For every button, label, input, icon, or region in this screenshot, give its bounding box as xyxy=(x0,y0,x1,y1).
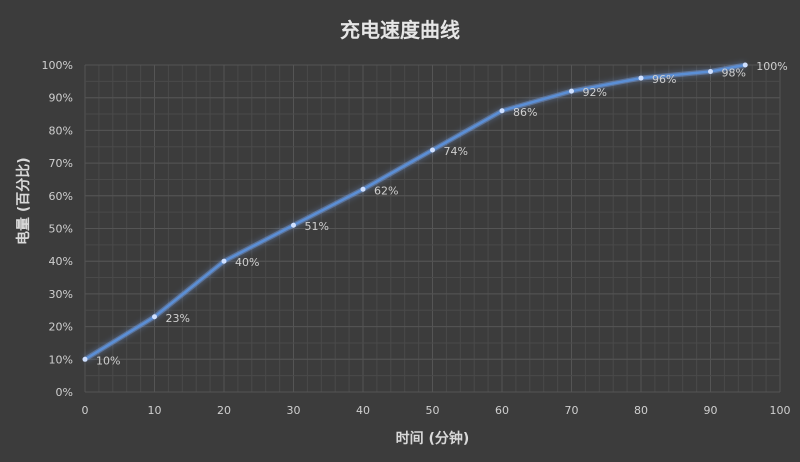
data-point xyxy=(430,147,435,153)
data-point xyxy=(360,186,366,192)
x-tick-label: 90 xyxy=(704,404,718,417)
x-tick-label: 30 xyxy=(287,404,301,417)
x-tick-label: 10 xyxy=(148,404,162,417)
y-tick-label: 30% xyxy=(49,288,73,301)
y-tick-label: 10% xyxy=(49,353,73,366)
y-tick-label: 60% xyxy=(49,190,73,203)
x-tick-label: 80 xyxy=(634,404,648,417)
x-tick-label: 40 xyxy=(356,404,370,417)
x-tick-label: 70 xyxy=(565,404,579,417)
data-label: 96% xyxy=(652,73,676,86)
data-label: 51% xyxy=(305,220,329,233)
data-label: 98% xyxy=(722,67,746,80)
data-label: 92% xyxy=(583,86,607,99)
y-tick-label: 80% xyxy=(49,124,73,137)
data-point xyxy=(82,356,88,362)
x-tick-label: 20 xyxy=(217,404,231,417)
data-point xyxy=(221,258,227,264)
x-tick-label: 100 xyxy=(770,404,791,417)
data-point xyxy=(291,222,296,228)
data-point xyxy=(569,88,574,94)
data-label: 100% xyxy=(756,60,787,73)
data-point xyxy=(742,62,748,68)
x-tick-label: 60 xyxy=(495,404,509,417)
chart-title: 充电速度曲线 xyxy=(340,18,460,42)
y-tick-label: 0% xyxy=(56,386,73,399)
y-tick-label: 90% xyxy=(49,92,73,105)
data-label: 23% xyxy=(166,312,190,325)
data-label: 62% xyxy=(374,184,398,197)
x-axis-label: 时间 (分钟) xyxy=(395,431,470,447)
y-tick-label: 40% xyxy=(49,255,73,268)
data-point xyxy=(638,75,644,81)
data-point xyxy=(499,108,505,114)
data-label: 86% xyxy=(513,106,537,119)
y-tick-label: 20% xyxy=(49,321,73,334)
data-label: 40% xyxy=(235,256,259,269)
y-tick-label: 50% xyxy=(49,223,73,236)
data-label: 74% xyxy=(444,145,468,158)
y-tick-label: 100% xyxy=(42,59,73,72)
x-tick-label: 0 xyxy=(82,404,89,417)
data-point xyxy=(708,69,713,75)
y-tick-label: 70% xyxy=(49,157,73,170)
x-tick-label: 50 xyxy=(426,404,440,417)
data-label: 10% xyxy=(96,354,120,367)
data-point xyxy=(152,314,157,320)
